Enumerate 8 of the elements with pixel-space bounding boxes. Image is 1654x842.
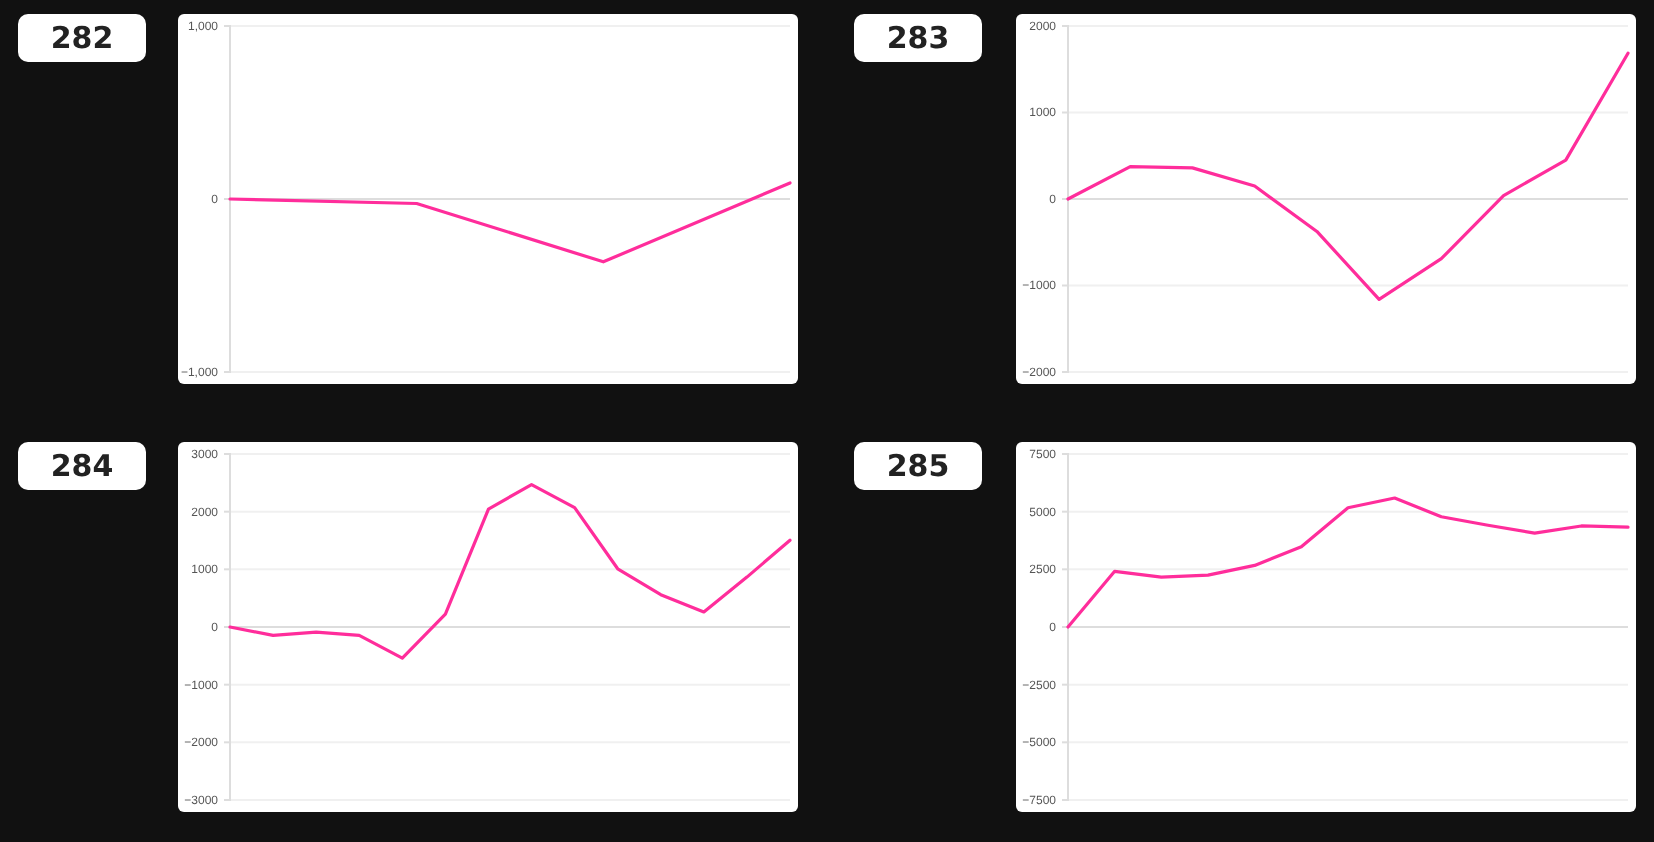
line-series bbox=[1066, 496, 1630, 629]
chart-title: 282 bbox=[18, 14, 146, 62]
chart-title: 283 bbox=[854, 14, 982, 62]
chart-title: 284 bbox=[18, 442, 146, 490]
chart-title: 285 bbox=[854, 442, 982, 490]
line-series bbox=[1066, 51, 1630, 301]
line-series bbox=[228, 482, 792, 660]
line-series bbox=[228, 181, 792, 264]
